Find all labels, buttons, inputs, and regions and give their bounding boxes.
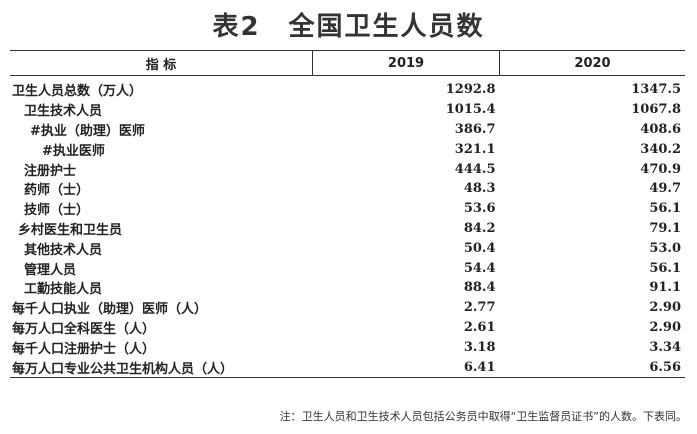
column-header-2019: 2019 <box>312 50 500 76</box>
table-row: 其他技术人员 50.4 53.0 <box>10 238 685 258</box>
row-label: 卫生技术人员 <box>24 104 103 120</box>
value-2020: 56.1 <box>649 201 681 217</box>
value-2020: 408.6 <box>640 121 681 137</box>
row-label: 每千人口执业（助理）医师（人） <box>12 302 208 318</box>
value-2019: 6.41 <box>312 357 500 378</box>
row-label: 药师（士） <box>24 183 90 199</box>
value-2020: 91.1 <box>649 280 681 296</box>
table-row: 每万人口专业公共卫生机构人员（人） 6.41 6.56 <box>10 357 685 378</box>
table-row: #执业（助理）医师 386.7 408.6 <box>10 120 685 140</box>
value-2020: 56.1 <box>649 260 681 276</box>
value-2020: 6.56 <box>499 357 685 378</box>
value-2019: 2.61 <box>463 319 496 335</box>
value-2019: 48.3 <box>463 181 496 197</box>
table-row: 卫生人员总数（万人） 1292.8 1347.5 <box>10 76 685 100</box>
value-2019: 444.5 <box>454 161 496 177</box>
table-row: 每千人口执业（助理）医师（人） 2.77 2.90 <box>10 298 685 318</box>
value-2019: 3.18 <box>463 339 496 355</box>
column-header-indicator: 指 标 <box>10 50 313 76</box>
value-2019: 50.4 <box>463 240 496 256</box>
row-label: 每万人口全科医生（人） <box>12 321 156 337</box>
row-label: 每千人口注册护士（人） <box>12 341 156 357</box>
value-2019: 84.2 <box>463 220 496 236</box>
page-title: 表2 全国卫生人员数 <box>212 12 485 42</box>
table-row: 卫生技术人员 1015.4 1067.8 <box>10 100 685 120</box>
row-label: #执业（助理）医师 <box>30 123 145 139</box>
value-2020: 49.7 <box>649 181 681 197</box>
table-row: 乡村医生和卫生员 84.2 79.1 <box>10 219 685 239</box>
table-row: 药师（士） 48.3 49.7 <box>10 179 685 199</box>
value-2019: 88.4 <box>463 280 496 296</box>
row-label: 工勤技能人员 <box>24 282 103 298</box>
column-header-2020: 2020 <box>499 50 685 76</box>
value-2019: 386.7 <box>454 121 496 137</box>
table-row: 工勤技能人员 88.4 91.1 <box>10 278 685 298</box>
row-label: 管理人员 <box>24 262 77 278</box>
value-2020: 1347.5 <box>631 82 681 98</box>
value-2019: 54.4 <box>463 260 496 276</box>
table-row: 注册护士 444.5 470.9 <box>10 159 685 179</box>
value-2019: 53.6 <box>463 201 496 217</box>
value-2019: 321.1 <box>454 141 496 157</box>
value-2020: 470.9 <box>640 161 681 177</box>
row-label: 注册护士 <box>24 163 77 179</box>
value-2020: 53.0 <box>649 240 681 256</box>
row-label: #执业医师 <box>42 143 105 159</box>
table-row: 每万人口全科医生（人） 2.61 2.90 <box>10 318 685 338</box>
row-label: 其他技术人员 <box>24 242 103 258</box>
row-label: 卫生人员总数（万人） <box>12 84 143 100</box>
value-2020: 1067.8 <box>631 102 681 118</box>
health-personnel-table: 指 标 2019 2020 卫生人员总数（万人） 1292.8 1347.5 卫… <box>10 50 685 378</box>
table-row: 技师（士） 53.6 56.1 <box>10 199 685 219</box>
value-2019: 1015.4 <box>445 102 496 118</box>
row-label: 乡村医生和卫生员 <box>18 222 123 238</box>
value-2020: 2.90 <box>649 300 681 316</box>
table-row: 管理人员 54.4 56.1 <box>10 258 685 278</box>
value-2020: 3.34 <box>649 339 681 355</box>
row-label: 技师（士） <box>24 203 90 219</box>
value-2020: 79.1 <box>649 220 681 236</box>
row-label: 每万人口专业公共卫生机构人员（人） <box>10 357 313 378</box>
table-row: #执业医师 321.1 340.2 <box>10 139 685 159</box>
table-header-row: 指 标 2019 2020 <box>10 50 685 76</box>
footnote: 注：卫生人员和卫生技术人员包括公务员中取得“卫生监督员证书”的人数。下表同。 <box>279 410 687 423</box>
value-2019: 2.77 <box>463 300 496 316</box>
value-2019: 1292.8 <box>445 82 496 98</box>
value-2020: 340.2 <box>640 141 681 157</box>
table-row: 每千人口注册护士（人） 3.18 3.34 <box>10 337 685 357</box>
value-2020: 2.90 <box>649 319 681 335</box>
